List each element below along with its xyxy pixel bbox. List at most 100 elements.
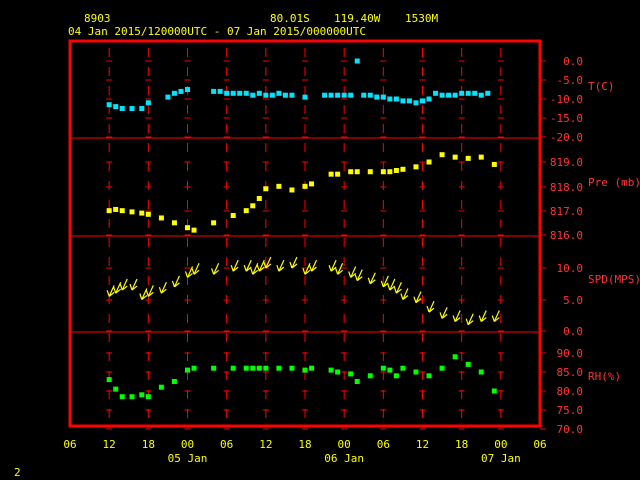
pressure-point — [289, 187, 295, 193]
x-tick-label: 12 — [416, 438, 429, 451]
humidity-point — [387, 367, 393, 373]
temperature-point — [446, 92, 452, 98]
pressure-point — [413, 164, 419, 170]
pressure-point — [478, 154, 484, 160]
y-tick-label: 90.0 — [557, 347, 584, 360]
station-latitude: 80.01S — [270, 12, 310, 25]
humidity-point — [426, 373, 432, 379]
pressure-point — [328, 171, 334, 177]
page-number: 2 — [14, 466, 21, 479]
temperature-point — [322, 92, 328, 98]
y-axes: 0.0 -5.0 -10.0 -15.0 -20.0 T(C) 819.0 818.0 817.… — [540, 55, 640, 436]
humidity-point — [106, 377, 112, 383]
wind-speed-arrow — [302, 263, 311, 275]
temperature-point — [361, 92, 367, 98]
x-tick-label: 18 — [298, 438, 311, 451]
x-tick-label: 18 — [455, 438, 468, 451]
x-tick-label: 00 — [338, 438, 351, 451]
wind-speed-arrow — [335, 263, 344, 275]
pressure-point — [256, 196, 262, 201]
pressure-point — [158, 215, 164, 221]
pressure-point — [276, 183, 282, 189]
humidity-point — [413, 369, 419, 375]
x-tick-label: 06 — [63, 438, 76, 451]
temperature-point — [420, 98, 425, 104]
humidity-point — [302, 367, 308, 373]
humidity-point — [145, 394, 151, 400]
temperature-point — [145, 100, 151, 106]
temperature-point — [354, 58, 360, 64]
time-period: 04 Jan 2015/120000UTC - 07 Jan 2015/0000… — [68, 25, 366, 38]
humidity-point — [243, 365, 249, 371]
humidity-point — [158, 384, 164, 390]
pressure-point — [185, 225, 190, 231]
temperature-point — [341, 92, 347, 98]
pressure-point — [139, 210, 145, 216]
humidity-point — [276, 365, 282, 371]
panel-dividers — [70, 137, 540, 333]
temperature-point — [374, 94, 380, 100]
pressure-point — [393, 168, 399, 174]
y-unit-label: T(C) — [588, 80, 615, 93]
temperature-point — [400, 98, 406, 104]
pressure-point — [211, 220, 217, 226]
wind-speed-arrow — [439, 307, 448, 319]
humidity-point — [439, 365, 445, 371]
pressure-point — [387, 169, 393, 175]
humidity-point — [367, 373, 373, 379]
y-tick-label: 0.0 — [563, 325, 583, 338]
temperature-point — [119, 106, 125, 111]
humidity-point — [348, 371, 354, 377]
x-tick-label: 12 — [259, 438, 272, 451]
temperature-point — [211, 88, 217, 94]
temperature-point — [230, 90, 236, 96]
humidity-point — [263, 365, 269, 371]
wind-speed-arrow — [263, 256, 272, 269]
humidity-point — [465, 361, 471, 367]
y-tick-label: 817.0 — [550, 205, 583, 218]
temperature-point — [171, 90, 177, 96]
wind-speed-arrow — [139, 288, 148, 300]
y-tick-label: 70.0 — [557, 423, 584, 436]
y-tick-label: -10.0 — [550, 93, 583, 106]
pressure-point — [230, 213, 236, 219]
pressure-point — [250, 203, 256, 209]
y-unit-label: RH(%) — [588, 370, 621, 383]
y-tick-label: -20.0 — [550, 131, 583, 144]
x-tick-label: 12 — [103, 438, 116, 451]
humidity-point — [171, 379, 177, 384]
x-tick-label: 06 — [220, 438, 233, 451]
pressure-point — [145, 211, 151, 217]
wind-speed-arrow — [276, 259, 285, 272]
y-unit-label: Pre (mb) — [588, 176, 640, 189]
wind-speed-arrow — [426, 300, 435, 313]
humidity-point — [335, 369, 341, 375]
humidity-point — [289, 365, 295, 371]
pressure-point — [119, 208, 125, 214]
humidity-point — [129, 394, 135, 400]
wind-speed-arrow — [119, 278, 128, 291]
y-tick-label: 85.0 — [557, 366, 584, 379]
temperature-point — [106, 102, 112, 108]
temperature-point — [289, 92, 295, 98]
pressure-point — [354, 169, 360, 175]
y-tick-label: 818.0 — [550, 181, 583, 194]
pressure-point — [380, 169, 386, 175]
temperature-point — [282, 92, 288, 98]
wind-speed-arrow — [393, 281, 402, 294]
wind-speed-arrow — [308, 259, 318, 272]
temperature-point — [224, 90, 230, 96]
y-tick-label: 0.0 — [563, 55, 583, 68]
station-id: 8903 — [84, 12, 111, 25]
temperature-point — [452, 92, 458, 98]
x-axis: 06 12 18 00 06 12 18 00 06 12 18 00 06 05 Jan 06 Jan 07… — [63, 438, 546, 465]
plot-frame — [68, 39, 542, 428]
wind-speed-arrow — [113, 281, 122, 294]
humidity-point — [211, 365, 217, 371]
pressure-point — [367, 169, 373, 175]
pressure-point — [400, 166, 406, 172]
wind-speed-arrow — [158, 281, 167, 294]
humidity-point — [393, 373, 399, 379]
y-tick-label: 10.0 — [557, 262, 584, 275]
pressure-point — [113, 206, 119, 212]
